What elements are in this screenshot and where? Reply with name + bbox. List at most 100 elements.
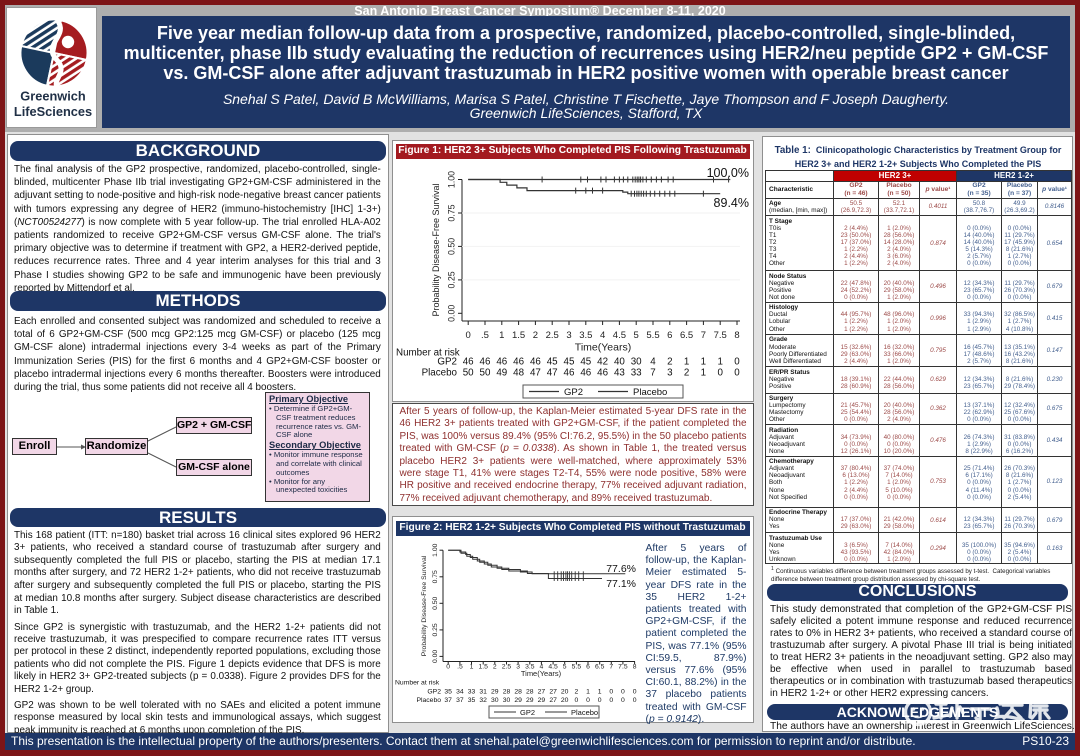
svg-text:50: 50 [479, 368, 490, 379]
svg-text:46: 46 [496, 357, 507, 368]
svg-text:33: 33 [467, 689, 475, 696]
svg-text:3: 3 [566, 330, 571, 341]
svg-text:5.5: 5.5 [646, 330, 659, 341]
svg-text:GP2: GP2 [520, 708, 535, 717]
svg-text:0: 0 [574, 697, 578, 704]
svg-text:46: 46 [563, 368, 574, 379]
svg-text:29: 29 [491, 689, 499, 696]
svg-text:3.5: 3.5 [525, 664, 535, 671]
svg-text:Placebo: Placebo [633, 387, 667, 398]
svg-text:1.5: 1.5 [511, 330, 524, 341]
svg-text:1.00: 1.00 [431, 543, 438, 556]
svg-text:1: 1 [683, 357, 688, 368]
svg-text:7: 7 [700, 330, 705, 341]
svg-text:1: 1 [499, 330, 504, 341]
svg-text:20: 20 [560, 697, 568, 704]
svg-text:1: 1 [586, 689, 590, 696]
svg-text:35: 35 [444, 689, 452, 696]
svg-text:34: 34 [456, 689, 464, 696]
svg-text:28: 28 [502, 689, 510, 696]
svg-text:45: 45 [580, 357, 591, 368]
svg-text:2.5: 2.5 [501, 664, 511, 671]
svg-text:4: 4 [539, 664, 543, 671]
svg-text:GP2: GP2 [437, 357, 457, 368]
svg-text:77.6%: 77.6% [606, 563, 636, 575]
svg-text:27: 27 [537, 689, 545, 696]
svg-text:GP2: GP2 [427, 689, 441, 696]
svg-text:3: 3 [516, 664, 520, 671]
svg-text:30: 30 [491, 697, 499, 704]
svg-text:Probability Disease-Free Survi: Probability Disease-Free Survival [421, 555, 428, 656]
svg-text:46: 46 [479, 357, 490, 368]
svg-text:Time(Years): Time(Years) [520, 669, 561, 678]
svg-text:LifeSciences: LifeSciences [14, 104, 92, 119]
svg-text:45: 45 [546, 357, 557, 368]
svg-text:0: 0 [734, 357, 740, 368]
svg-text:20: 20 [560, 689, 568, 696]
svg-text:5.5: 5.5 [571, 664, 581, 671]
svg-text:30: 30 [502, 697, 510, 704]
svg-text:0: 0 [621, 697, 625, 704]
svg-text:49: 49 [496, 368, 507, 379]
svg-text:33: 33 [630, 368, 641, 379]
svg-text:1: 1 [717, 357, 722, 368]
svg-text:1.5: 1.5 [478, 664, 488, 671]
svg-text:0.25: 0.25 [431, 623, 438, 636]
svg-text:Greenwich: Greenwich [20, 89, 86, 104]
svg-text:27: 27 [549, 697, 557, 704]
svg-text:0.50: 0.50 [431, 596, 438, 609]
svg-text:0.25: 0.25 [446, 271, 456, 288]
svg-text:1: 1 [700, 368, 705, 379]
svg-text:0.75: 0.75 [431, 570, 438, 583]
svg-text:46: 46 [462, 357, 473, 368]
svg-text:28: 28 [514, 689, 522, 696]
svg-text:35: 35 [467, 697, 475, 704]
svg-text:Number at risk: Number at risk [396, 348, 460, 359]
svg-text:30: 30 [630, 357, 641, 368]
svg-text:6.5: 6.5 [679, 330, 692, 341]
svg-text:0: 0 [717, 368, 723, 379]
svg-text:7: 7 [609, 664, 613, 671]
svg-text:28: 28 [526, 689, 534, 696]
svg-text:29: 29 [537, 697, 545, 704]
svg-text:47: 47 [529, 368, 540, 379]
svg-text:6: 6 [667, 330, 672, 341]
svg-text:29: 29 [514, 697, 522, 704]
svg-text:1: 1 [469, 664, 473, 671]
svg-text:1.00: 1.00 [446, 171, 456, 188]
svg-text:43: 43 [613, 368, 624, 379]
svg-text:0: 0 [632, 689, 636, 696]
svg-text:.5: .5 [481, 330, 489, 341]
svg-text:3.5: 3.5 [579, 330, 592, 341]
svg-text:0.00: 0.00 [446, 305, 456, 322]
svg-text:6: 6 [586, 664, 590, 671]
svg-text:0: 0 [632, 697, 636, 704]
svg-text:0: 0 [609, 689, 613, 696]
svg-text:5: 5 [633, 330, 638, 341]
svg-text:Probability Disease-Free Survi: Probability Disease-Free Survival [431, 183, 441, 316]
svg-text:46: 46 [580, 368, 591, 379]
svg-text:37: 37 [456, 697, 464, 704]
svg-text:47: 47 [546, 368, 557, 379]
svg-text:46: 46 [597, 368, 608, 379]
svg-text:5: 5 [562, 664, 566, 671]
svg-text:.5: .5 [457, 664, 463, 671]
svg-text:4: 4 [599, 330, 604, 341]
svg-text:4.5: 4.5 [612, 330, 625, 341]
svg-text:0: 0 [597, 697, 601, 704]
svg-text:48: 48 [513, 368, 524, 379]
svg-text:8: 8 [734, 330, 739, 341]
svg-text:42: 42 [597, 357, 608, 368]
svg-text:0: 0 [734, 368, 740, 379]
svg-text:27: 27 [549, 689, 557, 696]
svg-text:0.50: 0.50 [446, 238, 456, 255]
svg-text:4: 4 [650, 357, 656, 368]
svg-text:2: 2 [532, 330, 537, 341]
svg-text:46: 46 [513, 357, 524, 368]
svg-text:32: 32 [479, 697, 487, 704]
svg-text:6.5: 6.5 [594, 664, 604, 671]
svg-text:Placebo: Placebo [416, 697, 441, 704]
svg-text:100.0%: 100.0% [706, 166, 748, 180]
svg-text:50: 50 [462, 368, 473, 379]
svg-text:0: 0 [446, 664, 450, 671]
